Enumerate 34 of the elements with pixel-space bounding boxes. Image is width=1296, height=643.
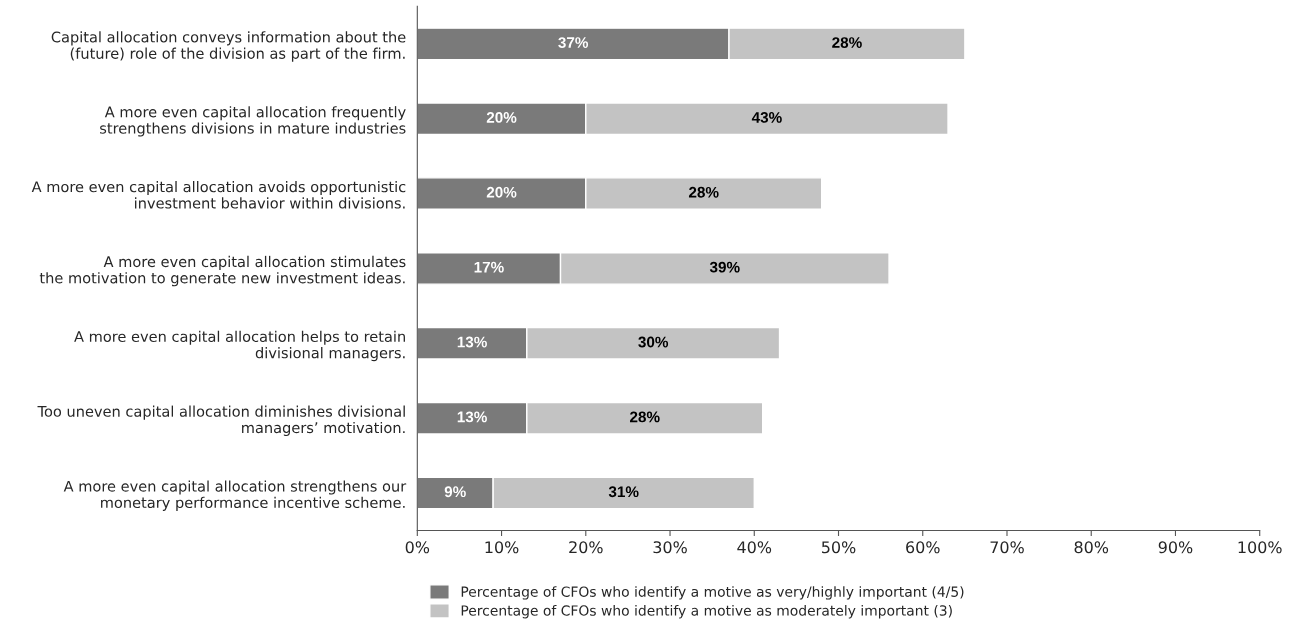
x-tick-label: 20% <box>569 541 603 554</box>
y-tick-label: A more even capital allocation helps to retain divisional managers. <box>74 330 405 362</box>
x-tick-label: 50% <box>821 541 856 554</box>
data-label: 37% <box>558 37 589 48</box>
data-label: 28% <box>832 37 862 48</box>
data-label: 43% <box>751 112 782 123</box>
x-tick-label: 30% <box>653 541 687 554</box>
data-label: 9% <box>444 486 466 498</box>
data-label: 20% <box>486 112 517 123</box>
data-label: 13% <box>457 411 487 423</box>
x-tick-label: 60% <box>906 541 940 554</box>
data-label: 28% <box>630 411 660 423</box>
y-tick-label: Too uneven capital allocation diminishes divisional managers’ motivation. <box>37 405 405 437</box>
y-tick-label: Capital allocation conveys information about the (future) role of the division as part of the firm. <box>51 31 406 62</box>
data-label: 31% <box>608 486 639 498</box>
y-tick-label: A more even capital allocation avoids opportunistic investment behavior within divisions. <box>31 180 406 209</box>
data-label: 30% <box>638 336 669 348</box>
y-tick-label: A more even capital allocation strengthens our monetary performance incentive scheme. <box>63 480 407 511</box>
x-tick-label: 90% <box>1158 541 1193 554</box>
x-tick-label: 40% <box>737 541 772 554</box>
x-tick-label: 80% <box>1074 541 1109 554</box>
data-label: 39% <box>709 261 740 273</box>
x-tick-label: 100% <box>1238 541 1282 554</box>
data-label: 17% <box>474 261 504 273</box>
y-tick-label: A more even capital allocation frequently strengthens divisions in mature industries <box>100 106 406 137</box>
x-tick-label: 70% <box>990 541 1024 554</box>
legend-label: Percentage of CFOs who identify a motive as moderately important (3) <box>461 605 952 619</box>
legend-label: Percentage of CFOs who identify a motive as very/highly important (4/5) <box>461 586 964 600</box>
data-label: 13% <box>457 336 487 348</box>
x-tick-label: 0% <box>405 541 430 554</box>
data-label: 28% <box>688 186 719 198</box>
x-tick-label: 10% <box>485 541 519 554</box>
y-tick-label: A more even capital allocation stimulates the motivation to generate new investment ideas. <box>39 255 406 287</box>
data-label: 20% <box>486 186 517 198</box>
